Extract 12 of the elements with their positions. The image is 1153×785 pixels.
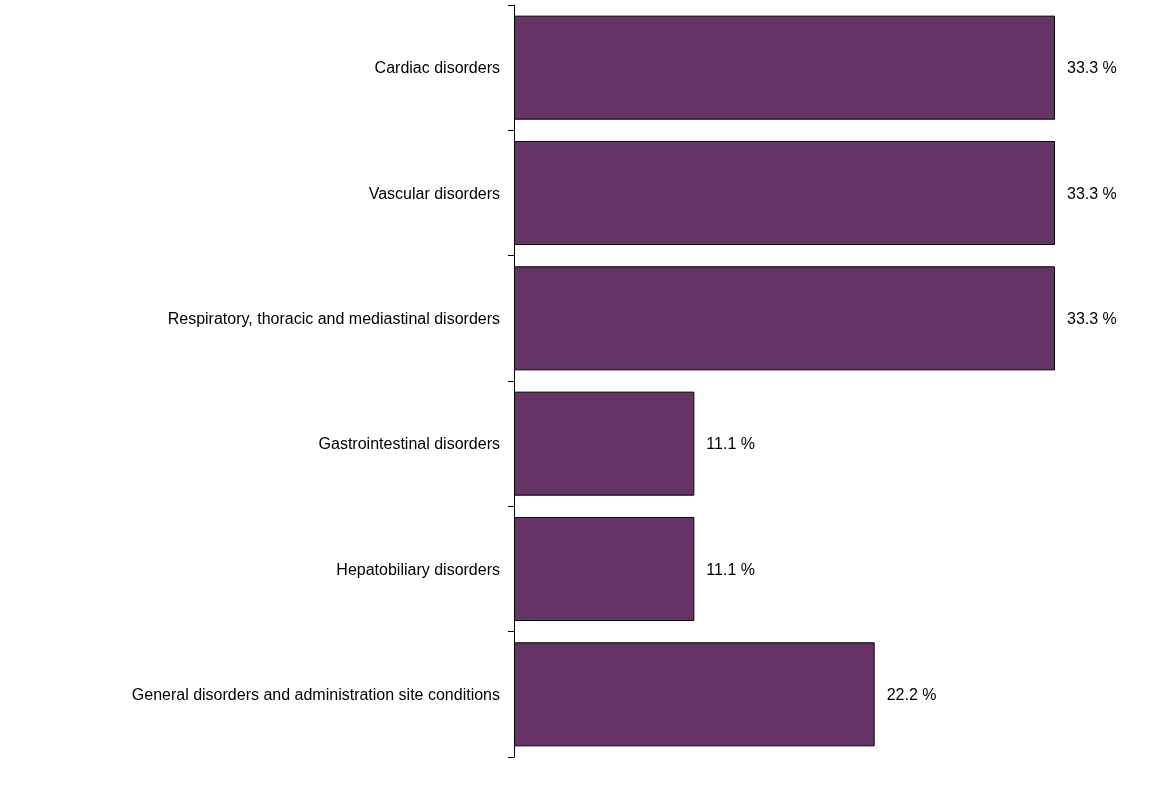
- y-tick-label: Vascular disorders: [368, 184, 500, 202]
- data-label: 33.3 %: [1067, 184, 1117, 202]
- data-label: 22.2 %: [886, 685, 937, 703]
- y-tick-label: General disorders and administration site conditions: [131, 685, 500, 703]
- y-tick-label: Cardiac disorders: [374, 59, 500, 77]
- y-tick-label: Respiratory, thoracic and mediastinal disorders: [167, 309, 500, 327]
- y-tick-label: Hepatobiliary disorders: [336, 560, 500, 578]
- data-label: 11.1 %: [706, 560, 755, 578]
- data-label: 11.1 %: [706, 435, 755, 453]
- data-label: 33.3 %: [1067, 59, 1117, 77]
- y-tick-label: Gastrointestinal disorders: [318, 435, 500, 453]
- data-label: 33.3 %: [1067, 309, 1117, 327]
